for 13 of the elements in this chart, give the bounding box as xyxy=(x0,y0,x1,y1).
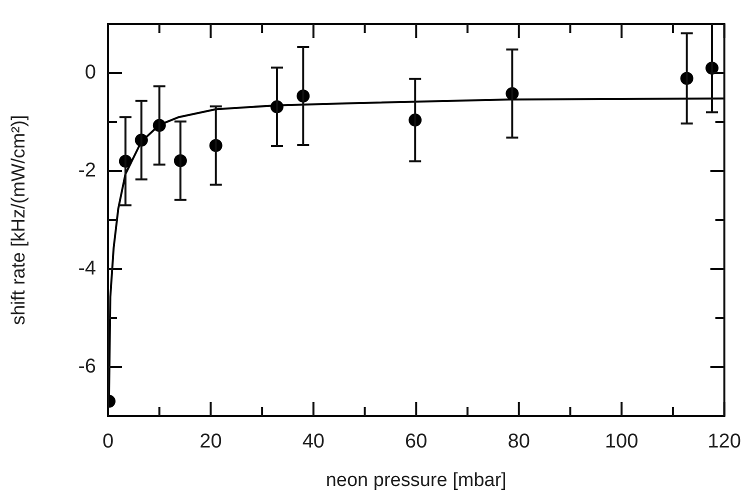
x-tick-label: 40 xyxy=(302,430,325,453)
y-tick-label: -2 xyxy=(78,160,96,182)
x-tick-label: 100 xyxy=(604,430,638,453)
x-tick-label: 0 xyxy=(102,430,114,453)
y-axis-title: shift rate [kHz/(mW/cm²)] xyxy=(8,114,30,326)
x-tick-label: 20 xyxy=(200,430,222,453)
y-tick-label: 0 xyxy=(84,62,96,84)
y-tick-label: -6 xyxy=(78,356,96,378)
x-tick-label: 120 xyxy=(708,430,742,453)
x-tick-label: 80 xyxy=(508,430,530,453)
y-tick-label: -4 xyxy=(78,258,96,280)
x-axis-title: neon pressure [mbar] xyxy=(326,470,506,491)
x-tick-label: 60 xyxy=(405,430,428,453)
